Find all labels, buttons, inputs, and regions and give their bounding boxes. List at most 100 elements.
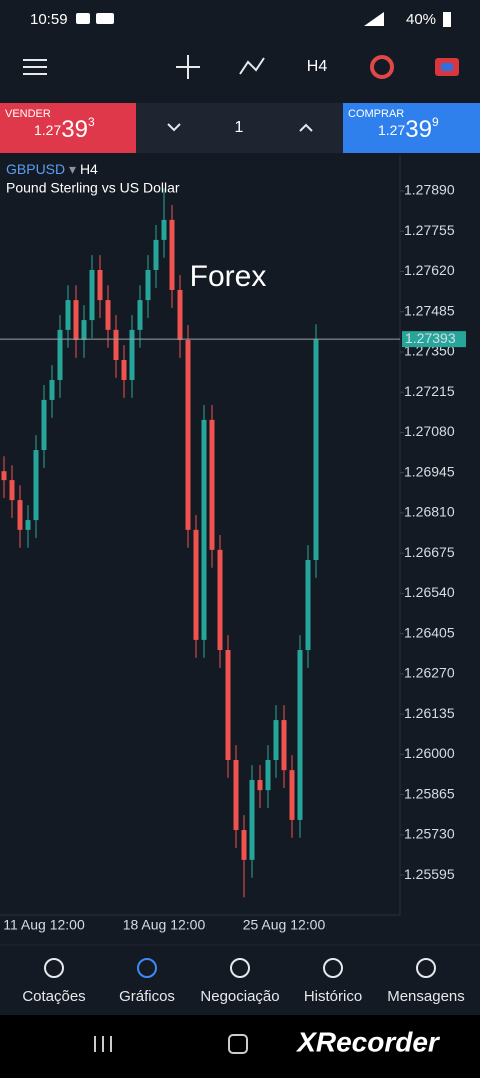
y-tick-label: 1.26675 xyxy=(404,544,455,560)
price-small: 3 xyxy=(88,115,95,129)
candle-body xyxy=(305,560,311,651)
y-tick-label: 1.26945 xyxy=(404,463,455,479)
buy-button[interactable] xyxy=(343,103,480,153)
candle-body xyxy=(89,269,95,321)
current-price-label: 1.27393 xyxy=(405,330,456,346)
price-main: 1.27 xyxy=(34,122,61,138)
y-tick-label: 1.26000 xyxy=(404,745,455,761)
system-nav xyxy=(0,1015,480,1078)
candle-body xyxy=(233,760,239,831)
candle-body xyxy=(249,779,255,860)
nav-icon xyxy=(230,958,250,978)
candle-body xyxy=(1,471,7,481)
candle-body xyxy=(201,419,207,640)
current-price-box xyxy=(402,331,466,348)
candle-body xyxy=(65,300,71,330)
volume-value[interactable]: 1 xyxy=(235,119,244,136)
menu-icon xyxy=(23,59,47,75)
chart: 1.278901.277551.276201.274851.273501.272… xyxy=(0,182,466,933)
chart-annotation: Forex xyxy=(190,260,267,293)
indicators-button[interactable] xyxy=(239,57,265,75)
candle-body xyxy=(297,650,303,820)
candle-body xyxy=(153,239,159,270)
x-tick-label: 11 Aug 12:00 xyxy=(3,917,85,933)
y-tick-label: 1.27890 xyxy=(404,182,455,198)
candle-body xyxy=(145,269,151,301)
objects-button[interactable] xyxy=(370,55,394,79)
price-small: 9 xyxy=(432,115,439,129)
status-icon xyxy=(76,13,90,24)
chart-symbol: GBPUSD ▾ H4 xyxy=(6,161,98,177)
x-tick-label: 18 Aug 12:00 xyxy=(123,917,206,933)
nav-icon xyxy=(137,958,157,978)
candle-body xyxy=(225,650,231,761)
nav-item[interactable]: Negociação xyxy=(200,958,280,1005)
nav-item[interactable]: Cotações xyxy=(22,958,86,1005)
candle-body xyxy=(25,520,31,530)
y-tick-label: 1.26270 xyxy=(404,665,455,681)
home-button[interactable] xyxy=(228,1034,248,1054)
candle-body xyxy=(129,329,135,380)
candle-body xyxy=(81,320,87,341)
nav-label: Mensagens xyxy=(387,988,465,1005)
candle-body xyxy=(73,300,79,341)
nav-item[interactable]: Mensagens xyxy=(387,958,465,1005)
y-tick-label: 1.26135 xyxy=(404,705,455,721)
candle-body xyxy=(265,760,271,791)
candle-body xyxy=(137,300,143,330)
candle-body xyxy=(49,379,55,400)
y-tick-label: 1.26405 xyxy=(404,624,455,640)
volume-down[interactable] xyxy=(167,123,181,132)
timeframe-button[interactable]: H4 xyxy=(307,58,328,75)
sell-button[interactable] xyxy=(0,103,136,153)
dropdown-arrow: ▾ xyxy=(65,161,80,177)
candle-body xyxy=(113,329,119,361)
candle-body xyxy=(313,339,319,561)
recents-button[interactable] xyxy=(94,1036,112,1052)
candle-body xyxy=(41,399,47,451)
bottom-nav: Cotações Gráficos Negociação Histórico Mensa… xyxy=(22,958,465,1005)
chart-description: Pound Sterling vs US Dollar xyxy=(6,180,180,196)
status-icon xyxy=(96,13,114,24)
candle-body xyxy=(289,770,295,820)
y-tick-label: 1.26810 xyxy=(404,504,455,520)
sell-price: 1.27393 xyxy=(34,115,95,143)
candle-body xyxy=(257,779,263,791)
trade-icon xyxy=(441,63,453,71)
buy-price: 1.27399 xyxy=(378,115,439,143)
y-tick-label: 1.25865 xyxy=(404,785,455,801)
nav-label: Negociação xyxy=(200,988,279,1005)
buy-label: COMPRAR xyxy=(348,108,404,120)
status-time: 10:59 xyxy=(30,11,68,28)
candle-body xyxy=(9,480,15,501)
candle-body xyxy=(121,360,127,380)
watermark: XRecorder xyxy=(295,1026,441,1057)
candle-body xyxy=(185,340,191,530)
candle-body xyxy=(57,329,63,380)
symbol: GBPUSD xyxy=(6,161,65,177)
sell-label: VENDER xyxy=(5,108,51,120)
price-main: 1.27 xyxy=(378,122,405,138)
price-big: 39 xyxy=(405,116,432,143)
candle-body xyxy=(105,300,111,330)
status-battery: 40% xyxy=(406,11,436,28)
y-tick-label: 1.27485 xyxy=(404,302,455,318)
nav-label: Cotações xyxy=(22,988,85,1005)
candle-body xyxy=(97,269,103,301)
price-big: 39 xyxy=(61,116,88,143)
nav-item[interactable]: Gráficos xyxy=(119,958,175,1005)
menu-button[interactable] xyxy=(23,59,47,75)
candle-body xyxy=(281,720,287,771)
nav-label: Histórico xyxy=(304,988,362,1005)
candle-body xyxy=(161,219,167,240)
crosshair-button[interactable] xyxy=(176,55,200,79)
candle-body xyxy=(17,500,23,530)
candle-body xyxy=(169,219,175,290)
x-tick-label: 25 Aug 12:00 xyxy=(243,917,326,933)
signal-icon xyxy=(364,12,384,26)
y-tick-label: 1.27080 xyxy=(404,423,455,439)
volume-up[interactable] xyxy=(299,123,313,132)
nav-label: Gráficos xyxy=(119,988,175,1005)
nav-item[interactable]: Histórico xyxy=(304,958,362,1005)
